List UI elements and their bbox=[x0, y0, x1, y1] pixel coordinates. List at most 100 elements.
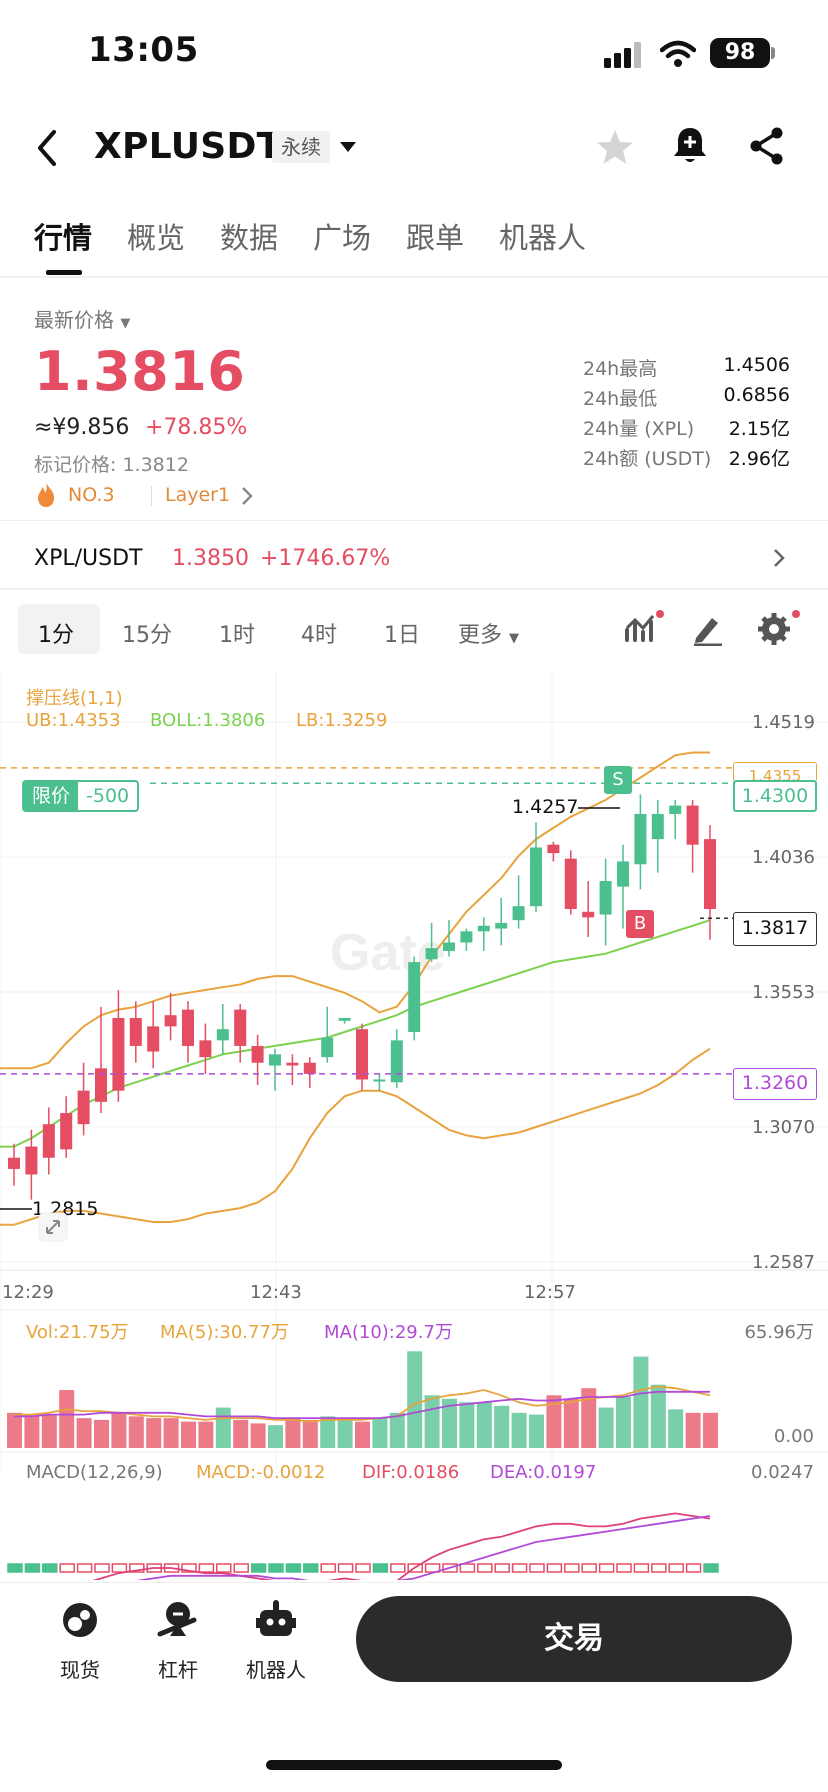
wifi-icon bbox=[660, 40, 696, 67]
volume-bar bbox=[494, 1405, 510, 1448]
macd-histogram-bar bbox=[181, 1563, 197, 1573]
stat-24h-low-value: 0.6856 bbox=[723, 384, 790, 406]
time-axis-tick: 12:29 bbox=[2, 1282, 54, 1303]
tab-square[interactable]: 广场 bbox=[313, 221, 372, 255]
limit-order-qty: -500 bbox=[86, 785, 130, 807]
home-indicator[interactable] bbox=[266, 1760, 562, 1770]
chevron-right-icon[interactable] bbox=[772, 548, 786, 568]
macd-dif-line bbox=[92, 1512, 711, 1580]
candle-body bbox=[182, 1009, 194, 1046]
rank-badge[interactable]: NO.3 bbox=[68, 484, 115, 506]
draw-tool-icon[interactable] bbox=[692, 612, 724, 646]
tab-data[interactable]: 数据 bbox=[220, 221, 279, 255]
candle-body bbox=[373, 1079, 386, 1082]
timeframe-4h[interactable]: 4时 bbox=[301, 623, 337, 648]
volume-min-label: 0.00 bbox=[773, 1426, 814, 1447]
active-tab-indicator bbox=[46, 270, 82, 275]
timeframe-1m[interactable]: 1分 bbox=[38, 623, 74, 648]
back-arrow-icon[interactable] bbox=[34, 128, 60, 168]
category-tag[interactable]: Layer1 bbox=[165, 484, 231, 506]
buy-marker[interactable]: B bbox=[626, 910, 654, 938]
limit-order-tag[interactable]: 限价 -500 bbox=[22, 780, 140, 812]
order-price-tag[interactable]: 1.4300 bbox=[733, 780, 817, 812]
candle-body bbox=[112, 1017, 125, 1091]
macd-histogram-bar bbox=[477, 1563, 493, 1573]
limit-order-label: 限价 bbox=[24, 782, 79, 810]
rank-separator bbox=[151, 486, 152, 506]
alert-add-icon[interactable] bbox=[672, 125, 708, 167]
candle-body bbox=[164, 1015, 177, 1027]
support-price-tag: 1.3260 bbox=[733, 1068, 817, 1100]
macd-histogram-bar bbox=[7, 1563, 23, 1573]
sell-marker[interactable]: S bbox=[604, 766, 632, 794]
macd-histogram-bar bbox=[216, 1563, 232, 1573]
timeframe-15m[interactable]: 15分 bbox=[122, 623, 172, 648]
spot-pair-name[interactable]: XPL/USDT bbox=[34, 546, 143, 571]
price-axis-tick: 1.4519 bbox=[752, 712, 815, 733]
tab-overview[interactable]: 概览 bbox=[127, 221, 186, 255]
candle-body bbox=[460, 931, 473, 943]
volume-bar bbox=[233, 1419, 249, 1448]
candle-body bbox=[408, 962, 421, 1032]
spot-icon[interactable] bbox=[60, 1600, 100, 1640]
trade-button[interactable]: 交易 bbox=[356, 1596, 792, 1682]
candle-body bbox=[634, 813, 647, 865]
upper-band-price-tag: 1.4355 bbox=[733, 762, 817, 780]
macd-histogram-bar bbox=[459, 1563, 476, 1573]
tab-bots[interactable]: 机器人 bbox=[499, 221, 587, 255]
timeframe-more[interactable]: 更多 ▼ bbox=[458, 623, 520, 648]
volume-bar bbox=[41, 1414, 57, 1448]
volume-bar bbox=[546, 1395, 562, 1448]
macd-histogram-bar bbox=[546, 1563, 563, 1573]
latest-price-label[interactable]: 最新价格 ▼ bbox=[34, 308, 131, 332]
fullscreen-icon[interactable] bbox=[38, 1212, 68, 1242]
candle-body bbox=[77, 1090, 90, 1125]
candle-body bbox=[338, 1017, 351, 1021]
macd-histogram-bar bbox=[24, 1563, 41, 1573]
candle-body bbox=[356, 1029, 368, 1080]
macd-histogram-bar bbox=[129, 1563, 145, 1573]
macd-histogram-bar bbox=[685, 1563, 702, 1573]
settings-gear-icon[interactable] bbox=[758, 609, 800, 647]
macd-histogram-bar bbox=[442, 1563, 458, 1573]
star-icon[interactable] bbox=[595, 127, 635, 167]
bot-label[interactable]: 机器人 bbox=[246, 1658, 306, 1682]
bollinger-upper-line bbox=[0, 751, 710, 1070]
macd-histogram-bar bbox=[250, 1563, 267, 1573]
macd-histogram-bar bbox=[355, 1563, 371, 1573]
kline-chart[interactable]: Gate 1.45191.40361.35531.30701.258712:29… bbox=[0, 670, 828, 1580]
stat-24h-high-value: 1.4506 bbox=[723, 354, 790, 376]
indicator-icon[interactable] bbox=[624, 610, 664, 648]
chevron-right-icon[interactable] bbox=[240, 486, 254, 506]
candle-body bbox=[686, 805, 699, 845]
candle-body bbox=[530, 847, 542, 907]
stat-24h-high-label: 24h最高 bbox=[583, 358, 658, 380]
candle-body bbox=[129, 1017, 142, 1046]
macd-histogram-bar bbox=[511, 1563, 528, 1573]
volume-bar bbox=[146, 1418, 162, 1448]
stat-24h-volume-value: 2.15亿 bbox=[728, 418, 790, 440]
macd-histogram-bar bbox=[703, 1563, 719, 1573]
timeframe-1d[interactable]: 1日 bbox=[384, 623, 420, 648]
last-price: 1.3816 bbox=[34, 340, 246, 403]
leverage-icon[interactable] bbox=[156, 1600, 198, 1640]
bollinger-bands bbox=[0, 751, 711, 1226]
spot-pair-change: +1746.67% bbox=[260, 546, 391, 571]
time-axis-tick: 12:43 bbox=[250, 1282, 302, 1303]
macd-dif: DIF:0.0186 bbox=[362, 1462, 460, 1483]
tab-market[interactable]: 行情 bbox=[34, 221, 93, 255]
share-icon[interactable] bbox=[748, 126, 786, 166]
timeframe-active-bg bbox=[18, 604, 100, 654]
volume-bar bbox=[302, 1419, 318, 1448]
caret-down-icon[interactable] bbox=[338, 140, 358, 154]
high-price-label: 1.4257 bbox=[512, 796, 579, 818]
candle-body bbox=[234, 1009, 247, 1046]
timeframe-1h[interactable]: 1时 bbox=[219, 623, 255, 648]
macd-dea-line bbox=[136, 1515, 711, 1580]
tab-copy-trading[interactable]: 跟单 bbox=[406, 221, 465, 255]
leverage-label[interactable]: 杠杆 bbox=[158, 1658, 198, 1682]
page-title[interactable]: XPLUSDT bbox=[94, 126, 282, 167]
battery-tip bbox=[771, 47, 775, 59]
spot-label[interactable]: 现货 bbox=[60, 1658, 100, 1682]
robot-icon[interactable] bbox=[256, 1600, 296, 1640]
